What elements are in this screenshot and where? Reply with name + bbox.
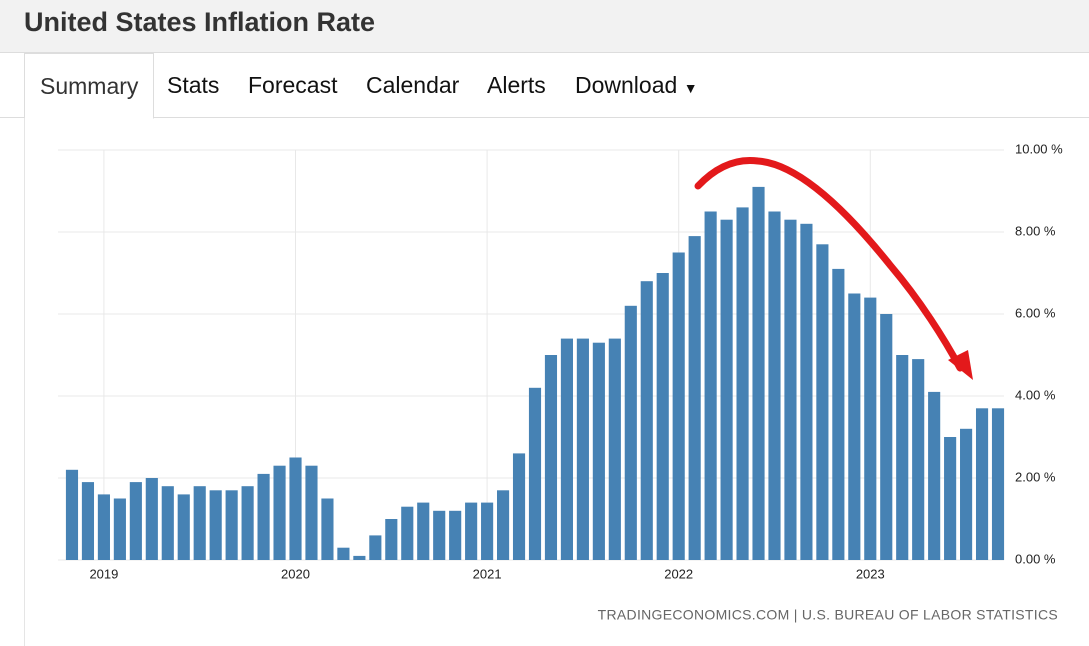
bar: [81, 482, 95, 560]
tab-bar: Summary Stats Forecast Calendar Alerts D…: [0, 53, 1089, 119]
bars: [65, 186, 1005, 561]
bar: [241, 486, 254, 560]
bar: [944, 437, 957, 560]
tab[interactable]: Forecast: [248, 72, 338, 98]
bar: [273, 465, 286, 560]
bar: [417, 502, 430, 560]
bar: [289, 457, 302, 560]
caret: ▼: [683, 80, 698, 96]
tab-label: Download: [575, 72, 678, 98]
bar: [209, 490, 222, 560]
bar: [385, 519, 398, 560]
bar: [257, 473, 270, 560]
bar: [592, 342, 605, 560]
bar: [768, 211, 781, 560]
bar: [97, 494, 110, 560]
bar: [449, 510, 462, 560]
divider: [24, 118, 25, 646]
bar: [161, 486, 174, 560]
bar: [576, 338, 589, 560]
bar: [608, 338, 621, 560]
y-tick-label: 6.00 %: [1015, 305, 1056, 320]
bar: [736, 207, 749, 560]
bar: [305, 465, 318, 560]
bar: [497, 490, 510, 560]
x-tick-label: 2021: [473, 566, 502, 581]
tab[interactable]: Alerts: [487, 72, 546, 98]
bar: [321, 498, 334, 560]
bar: [145, 478, 158, 560]
bar: [512, 453, 526, 560]
bar: [848, 293, 861, 560]
bar: [401, 506, 414, 560]
bar: [353, 555, 366, 560]
y-tick-label: 10.00 %: [1015, 141, 1063, 156]
bar: [800, 223, 813, 561]
bar: [624, 305, 637, 560]
bar: [816, 244, 829, 561]
bar: [832, 268, 845, 560]
bar: [896, 355, 909, 560]
bar: [544, 355, 558, 560]
bar: [752, 186, 765, 560]
tab[interactable]: Download ▼: [575, 53, 698, 117]
y-tick-label: 2.00 %: [1015, 469, 1056, 484]
bar: [784, 219, 797, 560]
tab[interactable]: Summary: [24, 53, 155, 119]
x-tick-label: 2019: [89, 566, 118, 581]
tab[interactable]: Calendar: [366, 72, 460, 98]
x-tick-label: 2023: [856, 566, 885, 581]
bar: [129, 482, 142, 560]
bar: [880, 314, 893, 560]
source: TRADINGECONOMICS.COM | U.S. BUREAU OF LA…: [598, 607, 1058, 623]
bar: [656, 273, 669, 560]
page-title: United States Inflation Rate: [24, 7, 376, 37]
bar: [864, 297, 877, 560]
bar: [528, 387, 542, 560]
bar: [975, 408, 989, 560]
bar: [704, 211, 717, 560]
y-tick-label: 8.00 %: [1015, 223, 1056, 238]
x-tick-label: 2022: [664, 566, 693, 581]
y-tick-label: 0.00 %: [1015, 551, 1056, 566]
bar: [433, 510, 446, 560]
bar: [337, 547, 350, 560]
bar: [720, 219, 733, 560]
header: United States Inflation Rate: [0, 0, 1089, 53]
bar: [640, 281, 653, 560]
bar: [65, 469, 79, 560]
x-tick-label: 2020: [281, 566, 310, 581]
bar: [991, 408, 1005, 560]
annotation-arrow: [694, 156, 964, 372]
bar: [369, 535, 382, 560]
bar: [177, 494, 190, 560]
bar: [672, 252, 685, 560]
bar: [560, 338, 573, 560]
bar: [113, 498, 126, 560]
bar: [225, 490, 238, 560]
bar: [465, 502, 478, 560]
bar: [193, 486, 206, 560]
bar: [912, 359, 925, 560]
y-tick-label: 4.00 %: [1015, 387, 1056, 402]
bar: [688, 236, 701, 560]
arrow-head: [948, 350, 973, 380]
tab[interactable]: Stats: [167, 72, 220, 98]
bar: [481, 502, 494, 560]
bar: [960, 428, 973, 560]
bar: [928, 391, 941, 560]
